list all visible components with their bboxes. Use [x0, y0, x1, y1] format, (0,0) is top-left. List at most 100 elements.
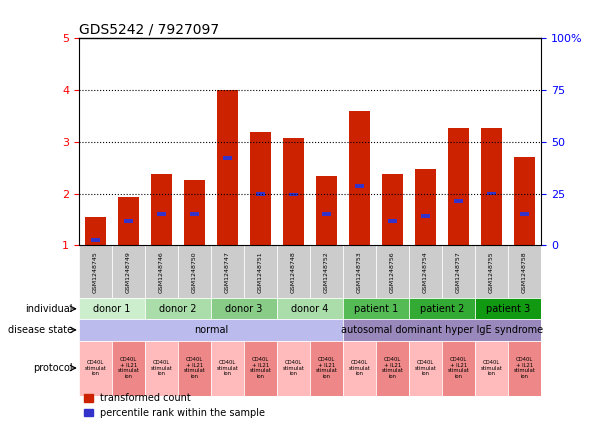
Text: CD40L
+ IL21
stimulat
ion: CD40L + IL21 stimulat ion: [184, 357, 206, 379]
Legend: transformed count, percentile rank within the sample: transformed count, percentile rank withi…: [84, 393, 266, 418]
Bar: [112, 245, 145, 298]
Bar: [514, 157, 535, 245]
Text: GSM1248746: GSM1248746: [159, 251, 164, 293]
Text: GSM1248747: GSM1248747: [225, 251, 230, 293]
Bar: [475, 341, 508, 396]
Bar: [343, 298, 409, 319]
Bar: [322, 212, 331, 216]
Text: CD40L
+ IL21
stimulat
ion: CD40L + IL21 stimulat ion: [117, 357, 139, 379]
Text: CD40L
+ IL21
stimulat
ion: CD40L + IL21 stimulat ion: [447, 357, 469, 379]
Bar: [123, 219, 133, 223]
Bar: [250, 132, 271, 245]
Text: CD40L
+ IL21
stimulat
ion: CD40L + IL21 stimulat ion: [250, 357, 272, 379]
Text: GSM1248750: GSM1248750: [192, 251, 197, 293]
Text: patient 3: patient 3: [486, 304, 530, 314]
Text: GSM1248749: GSM1248749: [126, 251, 131, 293]
Bar: [376, 341, 409, 396]
Text: GSM1248752: GSM1248752: [324, 251, 329, 293]
Bar: [475, 245, 508, 298]
Bar: [475, 298, 541, 319]
Text: donor 2: donor 2: [159, 304, 197, 314]
Bar: [343, 341, 376, 396]
Bar: [277, 245, 310, 298]
Text: CD40L
stimulat
ion: CD40L stimulat ion: [216, 360, 238, 376]
Bar: [145, 245, 178, 298]
Bar: [145, 298, 211, 319]
Text: patient 2: patient 2: [420, 304, 465, 314]
Bar: [415, 169, 437, 245]
Text: CD40L
stimulat
ion: CD40L stimulat ion: [481, 360, 503, 376]
Text: GSM1248753: GSM1248753: [357, 251, 362, 293]
Bar: [91, 238, 100, 242]
Bar: [508, 245, 541, 298]
Text: GSM1248758: GSM1248758: [522, 251, 527, 293]
Text: donor 1: donor 1: [94, 304, 131, 314]
Text: GSM1248751: GSM1248751: [258, 251, 263, 293]
Bar: [211, 298, 277, 319]
Bar: [454, 200, 463, 203]
Text: GSM1248756: GSM1248756: [390, 251, 395, 293]
Bar: [442, 245, 475, 298]
Bar: [409, 245, 442, 298]
Text: autosomal dominant hyper IgE syndrome: autosomal dominant hyper IgE syndrome: [341, 325, 543, 335]
Bar: [277, 341, 310, 396]
Text: donor 3: donor 3: [226, 304, 263, 314]
Bar: [79, 298, 145, 319]
Bar: [277, 298, 343, 319]
Text: GSM1248748: GSM1248748: [291, 251, 296, 293]
Bar: [520, 212, 530, 216]
Text: GSM1248745: GSM1248745: [93, 251, 98, 293]
Text: CD40L
stimulat
ion: CD40L stimulat ion: [85, 360, 106, 376]
Bar: [79, 341, 112, 396]
Bar: [79, 319, 343, 341]
Text: GSM1248754: GSM1248754: [423, 251, 428, 293]
Bar: [283, 138, 304, 245]
Bar: [388, 219, 398, 223]
Text: disease state: disease state: [8, 325, 73, 335]
Bar: [349, 111, 370, 245]
Text: individual: individual: [26, 304, 73, 314]
Bar: [310, 341, 343, 396]
Text: CD40L
+ IL21
stimulat
ion: CD40L + IL21 stimulat ion: [316, 357, 337, 379]
Bar: [409, 298, 475, 319]
Bar: [79, 245, 112, 298]
Bar: [316, 176, 337, 245]
Bar: [382, 174, 403, 245]
Bar: [244, 245, 277, 298]
Bar: [178, 245, 211, 298]
Text: CD40L
stimulat
ion: CD40L stimulat ion: [415, 360, 437, 376]
Text: patient 1: patient 1: [354, 304, 398, 314]
Bar: [145, 341, 178, 396]
Bar: [289, 193, 299, 196]
Bar: [157, 212, 167, 216]
Bar: [310, 245, 343, 298]
Text: donor 4: donor 4: [291, 304, 329, 314]
Bar: [178, 341, 211, 396]
Bar: [448, 128, 469, 245]
Text: GSM1248755: GSM1248755: [489, 251, 494, 293]
Bar: [244, 341, 277, 396]
Text: GDS5242 / 7927097: GDS5242 / 7927097: [79, 23, 219, 37]
Bar: [409, 341, 442, 396]
Text: protocol: protocol: [33, 363, 73, 373]
Bar: [211, 245, 244, 298]
Bar: [442, 341, 475, 396]
Bar: [190, 212, 199, 216]
Bar: [223, 157, 232, 160]
Bar: [151, 174, 172, 245]
Bar: [217, 90, 238, 245]
Bar: [112, 341, 145, 396]
Text: CD40L
stimulat
ion: CD40L stimulat ion: [283, 360, 305, 376]
Bar: [508, 341, 541, 396]
Bar: [184, 179, 206, 245]
Bar: [421, 214, 430, 217]
Bar: [211, 341, 244, 396]
Bar: [256, 192, 266, 196]
Bar: [354, 184, 364, 187]
Bar: [376, 245, 409, 298]
Text: normal: normal: [194, 325, 228, 335]
Text: GSM1248757: GSM1248757: [456, 251, 461, 293]
Bar: [118, 197, 139, 245]
Text: CD40L
stimulat
ion: CD40L stimulat ion: [348, 360, 370, 376]
Text: CD40L
+ IL21
stimulat
ion: CD40L + IL21 stimulat ion: [382, 357, 404, 379]
